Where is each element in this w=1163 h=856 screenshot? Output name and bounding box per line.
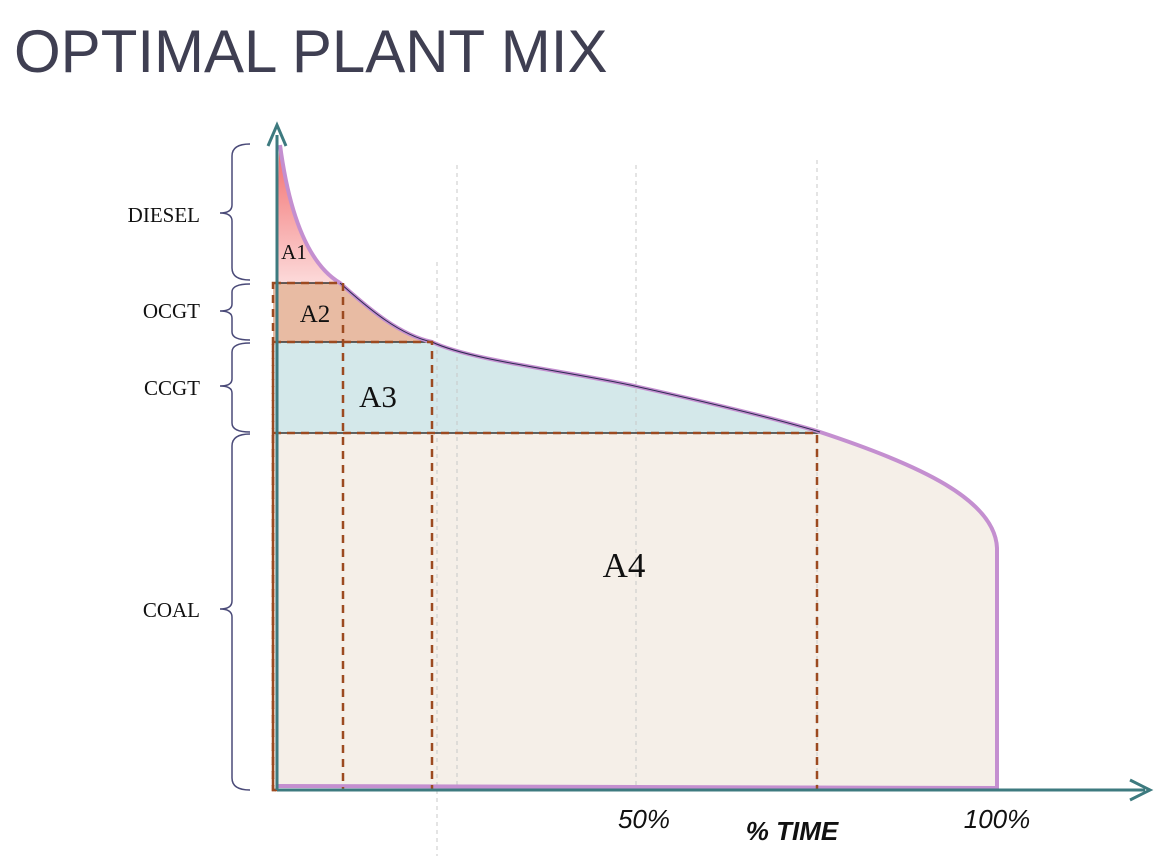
diesel-area: [277, 145, 340, 283]
y-axis-arrow: [266, 121, 288, 147]
dashed-box: [271, 431, 819, 792]
brace: [219, 342, 251, 433]
plant-label: DIESEL: [128, 203, 200, 227]
brace: [219, 433, 251, 791]
x-axis-label: % TIME: [746, 816, 839, 846]
ccgt-area: [273, 342, 820, 433]
load-curve-edge: [339, 282, 821, 433]
x-axis-arrow: [1129, 778, 1154, 802]
area-label: A1: [281, 240, 307, 264]
plant-label: CCGT: [144, 376, 200, 400]
x-tick-label: 50%: [618, 804, 670, 834]
plant-label: OCGT: [143, 299, 200, 323]
brace: [219, 283, 251, 341]
title: OPTIMAL PLANT MIX: [14, 18, 607, 85]
area-label: A4: [603, 546, 646, 585]
plant-label: COAL: [143, 598, 200, 622]
brace: [219, 143, 251, 281]
area-label: A2: [300, 301, 331, 328]
area-label: A3: [359, 379, 397, 414]
ocgt-area: [273, 283, 432, 342]
x-tick-label: 100%: [964, 804, 1031, 834]
coal-area: [273, 433, 997, 788]
